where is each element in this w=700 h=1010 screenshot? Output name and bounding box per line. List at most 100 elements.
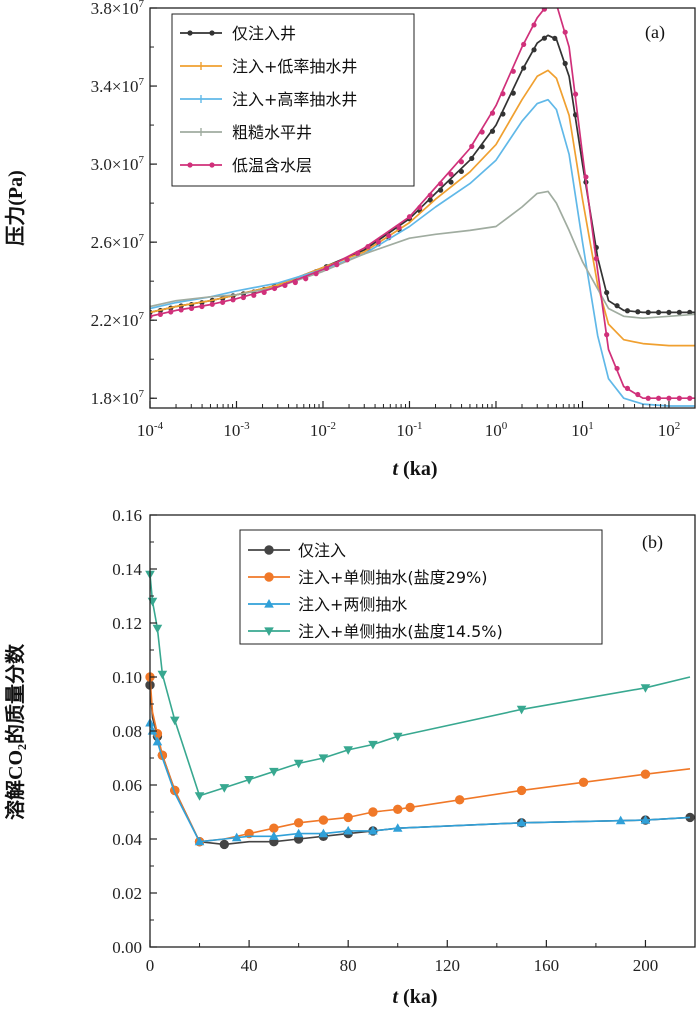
- y-tick-label: 0.06: [112, 776, 142, 795]
- data-point: [406, 214, 413, 220]
- axis-ticks: 3.8×107 3.4×107 3.0×107 2.6×107 2.2×107 1.8×1…: [91, 0, 681, 440]
- chart-dissolved-co2-panel: 0.16 0.14 0.12 0.10 0.08 0.06 0.04 0.02 0.000 40 8…: [3, 506, 696, 1008]
- data-point: [615, 815, 626, 825]
- data-point: [531, 47, 537, 53]
- panel-label: (a): [645, 22, 665, 43]
- data-point: [578, 777, 589, 787]
- data-point: [640, 769, 651, 779]
- data-point: [448, 171, 454, 177]
- panel-label: (b): [642, 532, 663, 553]
- series-粗糙水平井: [150, 190, 695, 320]
- data-point: [343, 825, 353, 835]
- chart-pressure-panel: 3.8×107 3.4×107 3.0×107 2.6×107 2.2×107 1.8×1…: [4, 0, 696, 480]
- series-注入+单侧抽水(盐度14.5%): [145, 570, 691, 801]
- y-tick-label: 3.4×107: [91, 76, 145, 96]
- x-axis-title: t (ka): [392, 986, 437, 1008]
- data-point: [188, 305, 195, 312]
- data-point: [541, 35, 548, 41]
- data-point: [614, 365, 620, 372]
- data-point: [655, 395, 662, 401]
- data-point: [293, 759, 304, 769]
- data-point: [152, 736, 163, 746]
- data-point: [552, 1, 557, 6]
- data-point: [157, 670, 168, 680]
- x-tick-label: 0: [146, 956, 155, 975]
- data-point: [269, 767, 279, 777]
- data-point: [318, 815, 329, 825]
- data-point: [572, 91, 579, 97]
- series-低温含水层: [150, 1, 695, 401]
- data-point: [209, 162, 215, 168]
- legend-entry: 低温含水层: [180, 156, 312, 175]
- x-tick-label: 120: [435, 956, 461, 975]
- data-point: [168, 309, 174, 315]
- x-tick-label: 10-4: [137, 420, 164, 440]
- data-point: [469, 155, 475, 162]
- data-point: [479, 144, 485, 150]
- series-line: [150, 190, 695, 320]
- data-point: [219, 784, 230, 793]
- y-tick-label: 2.2×107: [91, 310, 145, 330]
- data-point: [209, 301, 215, 307]
- data-point: [264, 545, 274, 555]
- data-point: [614, 303, 620, 309]
- x-axis-variable: t: [392, 458, 399, 480]
- data-point: [386, 233, 392, 239]
- series-注入+单侧抽水(盐度29%): [145, 672, 691, 847]
- data-point: [244, 776, 254, 785]
- data-point: [343, 746, 353, 755]
- x-tick-label: 200: [633, 956, 659, 975]
- data-point: [489, 110, 496, 116]
- data-point: [157, 311, 163, 318]
- data-point: [194, 792, 205, 801]
- y-tick-label: 2.6×107: [91, 232, 145, 252]
- series-仅注入: [145, 680, 695, 850]
- data-point: [240, 294, 247, 301]
- y-tick-label: 0.16: [112, 506, 142, 525]
- x-tick-label: 100: [485, 420, 508, 440]
- data-point: [583, 174, 589, 180]
- data-point: [264, 572, 274, 582]
- data-point: [303, 276, 309, 282]
- data-point: [516, 785, 527, 796]
- data-point: [396, 224, 402, 231]
- data-point: [405, 802, 415, 813]
- data-point: [194, 836, 205, 846]
- data-point: [323, 265, 330, 272]
- data-point: [368, 740, 378, 750]
- legend-label: 仅注入: [298, 541, 346, 560]
- data-point: [269, 823, 279, 833]
- series-line: [150, 98, 695, 407]
- x-axis-unit: (ka): [398, 458, 437, 480]
- legend-label: 注入+低率抽水井: [232, 57, 357, 76]
- legend-entry: 仅注入: [248, 541, 346, 560]
- data-point: [666, 395, 672, 401]
- legend-entry: 注入+单侧抽水(盐度14.5%): [248, 622, 503, 641]
- data-point: [562, 60, 568, 67]
- data-point: [687, 395, 693, 401]
- data-point: [655, 309, 662, 315]
- legend-label: 注入+单侧抽水(盐度29%): [298, 568, 487, 587]
- data-point: [220, 299, 226, 305]
- x-tick-label: 10-3: [223, 420, 250, 440]
- legend-label: 低温含水层: [232, 156, 312, 175]
- series-line: [149, 722, 691, 843]
- data-point: [510, 90, 516, 96]
- data-point: [343, 812, 353, 823]
- data-point: [271, 285, 278, 292]
- data-point: [676, 395, 682, 401]
- data-point: [368, 825, 378, 835]
- data-point: [666, 309, 672, 315]
- x-tick-label: 102: [658, 420, 681, 440]
- y-tick-label: 0.10: [112, 668, 142, 687]
- data-point: [604, 332, 610, 338]
- data-point: [635, 309, 641, 315]
- data-point: [448, 179, 454, 185]
- legend-label: 注入+高率抽水井: [232, 90, 357, 109]
- data-point: [269, 831, 279, 840]
- data-point: [368, 807, 378, 817]
- data-point: [438, 187, 444, 193]
- x-axis-title: t (ka): [392, 458, 437, 480]
